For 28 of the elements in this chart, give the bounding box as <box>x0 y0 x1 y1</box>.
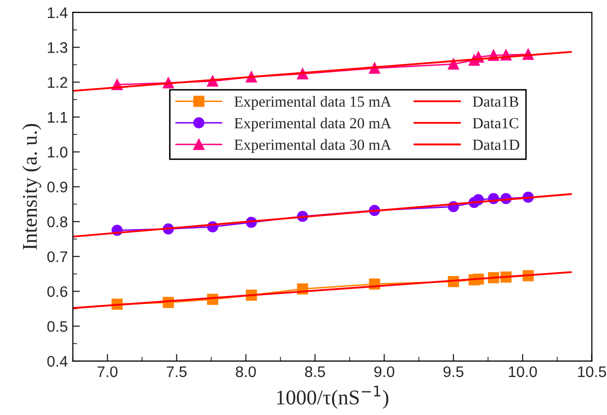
x-tick-label: 8.5 <box>305 366 326 378</box>
y-tick-label: 1.3 <box>48 42 68 53</box>
y-axis-title: Intensity (a. u.) <box>22 124 42 250</box>
y-tick-label: 0.9 <box>47 182 68 192</box>
x-tick-label: 7.5 <box>166 366 187 378</box>
y-tick-label: 0.8 <box>47 216 68 228</box>
y-tick-label: 1.1 <box>48 112 68 123</box>
x-tick-label: 9.0 <box>374 366 394 378</box>
y-tick-label: 0.5 <box>47 321 68 332</box>
legend-label: Data1B <box>472 96 518 107</box>
x-tick-label: 7.0 <box>98 366 118 378</box>
legend-label: Experimental data 30 mA <box>234 139 392 154</box>
y-tick-label: 0.4 <box>47 356 68 367</box>
x-axis-title: 1000/τ(nS$^{−1}$) <box>277 386 388 409</box>
legend-label: Data1C <box>472 118 518 128</box>
y-tick-label: 1.4 <box>48 7 68 18</box>
x-tick-label: 10.0 <box>508 366 537 378</box>
x-tick-label: 9.5 <box>444 366 464 378</box>
y-tick-label: 1.0 <box>48 146 68 158</box>
legend-label: Experimental data 15 mA <box>234 96 392 110</box>
y-tick-label: 1.2 <box>48 77 68 88</box>
legend-label: Data1D <box>472 140 520 150</box>
legend-label: Experimental data 20 mA <box>234 118 392 132</box>
y-tick-label: 0.7 <box>47 251 68 262</box>
y-tick-label: 0.6 <box>47 286 68 298</box>
point <box>448 58 459 70</box>
x-tick-label: 10.5 <box>578 366 606 378</box>
x-tick-label: 8.0 <box>236 366 256 378</box>
